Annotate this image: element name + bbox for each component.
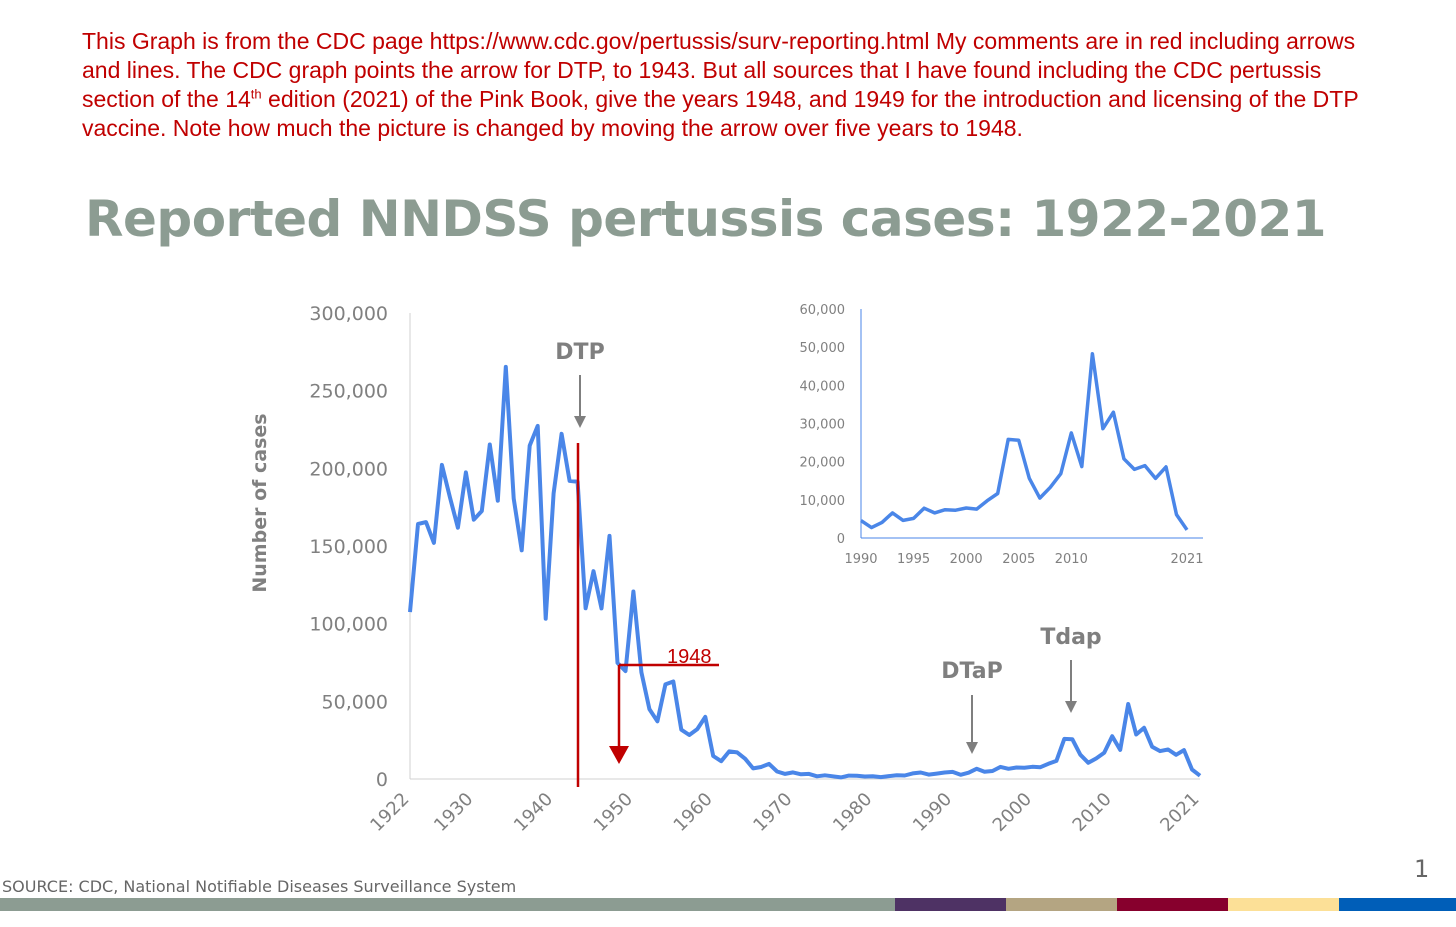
inset-y-tick-label: 40,000 (800, 379, 846, 394)
comment-text-2: edition (2021) of the Pink Book, give th… (82, 86, 1359, 141)
footer-bar-segment (1006, 898, 1117, 911)
tdap-label: Tdap (1040, 625, 1101, 650)
y-tick-label: 0 (376, 769, 388, 791)
inset-y-tick-label: 10,000 (800, 494, 846, 509)
y-tick-label: 200,000 (309, 458, 388, 480)
red-1948-arrow-head (609, 746, 629, 764)
y-axis-label: Number of cases (249, 413, 271, 592)
x-tick-label: 1990 (909, 789, 956, 836)
inset-y-tick-label: 30,000 (800, 418, 846, 433)
x-tick-label: 1940 (510, 789, 557, 836)
x-tick-label: 2010 (1069, 789, 1116, 836)
inset-x-tick-label: 2005 (1002, 552, 1035, 567)
inset-x-tick-label: 2010 (1055, 552, 1088, 567)
footer-bar-segment (895, 898, 1006, 911)
y-tick-label: 100,000 (309, 614, 388, 636)
x-tick-label: 2000 (989, 789, 1036, 836)
x-tick-label: 2021 (1156, 789, 1203, 836)
x-tick-label: 1950 (590, 789, 637, 836)
red-1948-label: 1948 (667, 646, 712, 668)
y-tick-label: 250,000 (309, 381, 388, 403)
page-number: 1 (1414, 855, 1430, 883)
comment-text-1: This Graph is from the CDC page https://… (82, 28, 1356, 112)
inset-x-tick-label: 2021 (1170, 552, 1203, 567)
footer-bar-segment (1117, 898, 1228, 911)
y-tick-label: 150,000 (309, 536, 388, 558)
inset-y-tick-label: 60,000 (800, 303, 846, 318)
dtp-arrow-head (574, 416, 586, 428)
x-tick-label: 1980 (829, 789, 876, 836)
footer-bar-segment (1339, 898, 1456, 911)
dtap-label: DTaP (941, 659, 1002, 684)
x-tick-label: 1960 (670, 789, 717, 836)
x-tick-label: 1930 (430, 789, 477, 836)
inset-y-tick-label: 50,000 (800, 341, 846, 356)
inset-x-tick-label: 1995 (897, 552, 930, 567)
x-tick-label: 1970 (749, 789, 796, 836)
x-tick-label: 1922 (366, 789, 413, 836)
inset-x-tick-label: 1990 (844, 552, 877, 567)
comment-superscript: th (250, 86, 262, 102)
red-comment: This Graph is from the CDC page https://… (82, 27, 1372, 143)
footer-bar-segment (0, 898, 895, 911)
footer-bar-segment (1228, 898, 1339, 911)
slide-title: Reported NNDSS pertussis cases: 1922-202… (85, 190, 1327, 248)
tdap-arrow-head (1065, 701, 1077, 713)
inset-y-tick-label: 0 (837, 532, 845, 547)
dtap-arrow-head (966, 742, 978, 754)
y-tick-label: 50,000 (322, 691, 388, 713)
inset-y-tick-label: 20,000 (800, 456, 846, 471)
inset-cases-line (860, 351, 1189, 531)
dtp-label: DTP (555, 340, 604, 365)
source-note: SOURCE: CDC, National Notifiable Disease… (2, 877, 517, 896)
y-tick-label: 300,000 (309, 303, 388, 325)
inset-x-tick-label: 2000 (950, 552, 983, 567)
cases-line (408, 364, 1202, 780)
